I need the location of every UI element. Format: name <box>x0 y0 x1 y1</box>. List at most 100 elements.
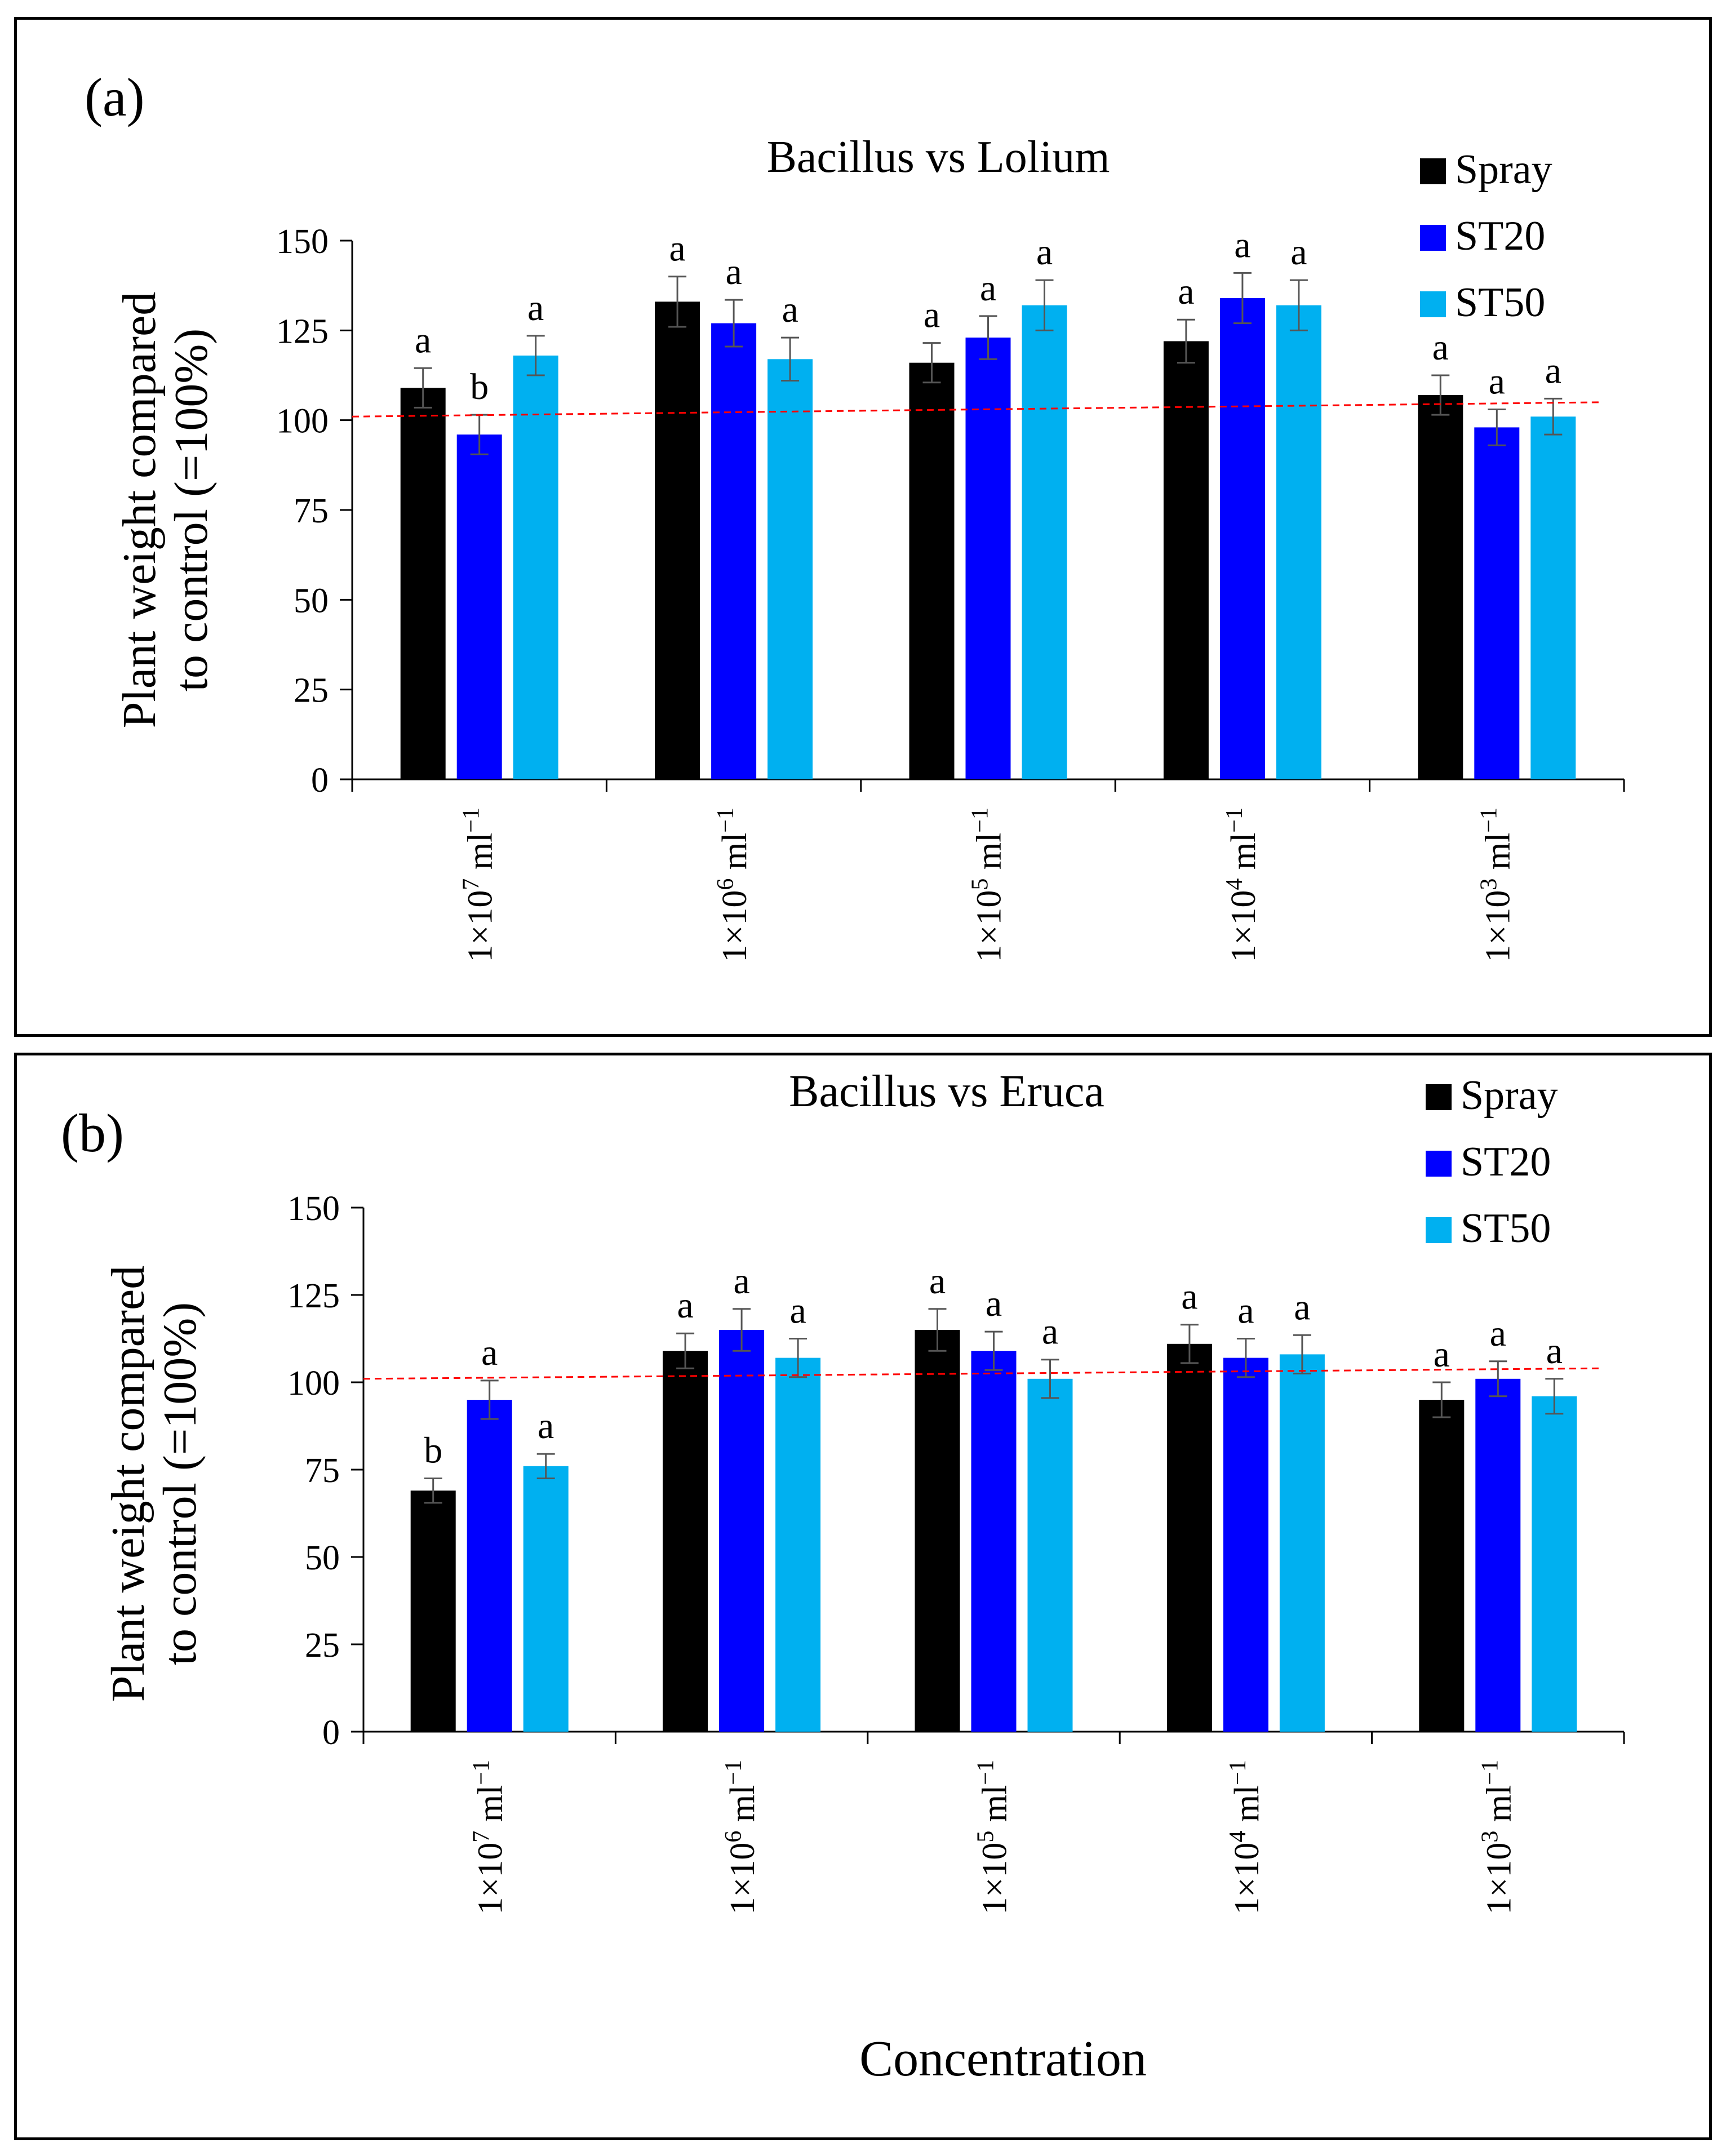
chart-a-x-tick-label-0: 1×107 ml−1 <box>459 808 500 962</box>
chart-a-letter-spray-1: a <box>669 228 685 269</box>
chart-a-bar-spray-3 <box>1163 341 1209 779</box>
chart-b-cat-unit: ml <box>1480 1785 1518 1831</box>
chart-b-cat-base: 1×10 <box>472 1843 510 1915</box>
chart-b-bar-st20-1 <box>719 1330 765 1732</box>
chart-b-cat-unit-exp: −1 <box>1225 1760 1251 1785</box>
chart-a-legend-label-st50: ST50 <box>1455 280 1545 326</box>
chart-a-cat-unit-exp: −1 <box>1476 808 1502 833</box>
chart-a-legend-label-st20: ST20 <box>1455 213 1545 259</box>
chart-b-y-tick-label-5: 125 <box>287 1277 340 1315</box>
chart-a-cat-unit: ml <box>970 833 1009 879</box>
chart-b-cat-unit: ml <box>976 1785 1014 1831</box>
chart-a-y-axis-label: Plant weight compared to control (=100%) <box>113 292 218 728</box>
chart-b-title: Bacillus vs Eruca <box>789 1067 1104 1116</box>
chart-b-legend-swatch-st50 <box>1426 1217 1452 1243</box>
chart-a-cat-unit-exp: −1 <box>1222 808 1248 833</box>
chart-b-bar-st20-0 <box>467 1400 512 1732</box>
chart-b-y-axis-label: Plant weight compared to control (=100%) <box>102 1266 206 1702</box>
chart-b-cat-unit-exp: −1 <box>721 1760 747 1785</box>
chart-a-y-axis-label-line1: Plant weight compared <box>113 292 166 728</box>
chart-b-bar-spray-4 <box>1419 1400 1465 1732</box>
chart-a-cat-base: 1×10 <box>716 890 754 962</box>
chart-a-bar-st20-2 <box>965 338 1011 779</box>
chart-a-bar-st50-3 <box>1276 305 1321 779</box>
chart-b-x-axis-title: Concentration <box>859 2031 1147 2087</box>
chart-b-letter-spray-0: b <box>424 1430 442 1471</box>
chart-a-bar-st50-1 <box>767 359 813 779</box>
chart-b-cat-exp: 6 <box>721 1831 747 1843</box>
chart-b-legend-label-st50: ST50 <box>1461 1205 1551 1252</box>
chart-b-cat-exp: 4 <box>1225 1831 1251 1843</box>
chart-b-letter-st20-3: a <box>1237 1290 1254 1332</box>
chart-b-letter-st50-1: a <box>789 1290 806 1332</box>
chart-a-y-tick-label-5: 125 <box>276 312 329 351</box>
chart-b-bar-st50-3 <box>1279 1354 1325 1732</box>
chart-a-letter-st50-4: a <box>1545 350 1561 391</box>
chart-a-panel-label: (a) <box>85 67 145 127</box>
chart-b-x-tick-label-4: 1×103 ml−1 <box>1477 1760 1518 1915</box>
chart-a-y-tick-label-0: 0 <box>311 761 329 800</box>
chart-a-cat-unit-exp: −1 <box>713 808 739 833</box>
chart-a-cat-base: 1×10 <box>1224 890 1263 962</box>
chart-b-bar-spray-3 <box>1166 1343 1212 1732</box>
chart-b-legend-swatch-spray <box>1426 1084 1452 1110</box>
chart-a-cat-unit-exp: −1 <box>968 808 993 833</box>
chart-b-bar-spray-0 <box>410 1490 456 1732</box>
chart-a-y-tick-label-4: 100 <box>276 402 329 441</box>
chart-b-letter-st20-0: a <box>481 1332 498 1373</box>
chart-b-y-tick-label-6: 150 <box>287 1190 340 1228</box>
chart-b-letter-st50-3: a <box>1294 1286 1310 1328</box>
chart-a-letter-spray-0: a <box>415 320 431 361</box>
chart-a-reference-line <box>352 401 1602 418</box>
chart-b-cat-unit-exp: −1 <box>973 1760 999 1785</box>
chart-a-cat-unit: ml <box>1224 833 1263 879</box>
chart-b-bar-st50-4 <box>1532 1396 1577 1732</box>
chart-a-y-axis-label-line2: to control (=100%) <box>165 329 218 692</box>
chart-a-legend-swatch-st50 <box>1420 291 1446 317</box>
chart-b-bar-st50-0 <box>523 1466 569 1732</box>
chart-a-x-tick-label-3: 1×104 ml−1 <box>1222 808 1263 962</box>
chart-a-x-tick-label-4: 1×103 ml−1 <box>1476 808 1517 962</box>
chart-a-x-tick-label-2: 1×105 ml−1 <box>968 808 1009 962</box>
chart-b-letter-spray-1: a <box>677 1285 693 1326</box>
chart-b-cat-base: 1×10 <box>976 1843 1014 1915</box>
chart-b-cat-unit-exp: −1 <box>469 1760 495 1785</box>
chart-b-y-axis-label-line1: Plant weight compared <box>102 1266 154 1702</box>
chart-b-bar-st20-3 <box>1223 1358 1268 1732</box>
chart-b-y-axis-label-line2: to control (=100%) <box>154 1302 206 1666</box>
chart-b-cat-exp: 7 <box>469 1831 495 1843</box>
chart-b-panel-label: (b) <box>61 1103 124 1163</box>
chart-b-letter-spray-2: a <box>929 1261 946 1302</box>
chart-b-letter-st50-0: a <box>538 1405 554 1447</box>
chart-a-bar-spray-2 <box>909 362 955 779</box>
chart-b-cat-unit-exp: −1 <box>1477 1760 1503 1785</box>
chart-b-letter-spray-4: a <box>1434 1334 1450 1375</box>
chart-b-reference-line <box>363 1367 1602 1380</box>
chart-a-letter-st50-3: a <box>1290 232 1307 273</box>
chart-b-bar-spray-2 <box>915 1330 960 1732</box>
chart-b-legend-swatch-st20 <box>1426 1151 1452 1177</box>
chart-a-y-tick-label-6: 150 <box>276 223 329 261</box>
chart-a-bar-st20-1 <box>711 323 757 779</box>
chart-b-y-tick-label-3: 75 <box>305 1452 340 1490</box>
panel-b: (b) Bacillus vs Eruca Plant weight compare… <box>14 1053 1712 2140</box>
chart-a-cat-unit: ml <box>462 833 500 879</box>
chart-a-letter-st50-2: a <box>1036 232 1053 273</box>
chart-b-letter-st20-2: a <box>986 1283 1002 1324</box>
chart-b-cat-unit: ml <box>472 1785 510 1831</box>
chart-a-bar-spray-0 <box>400 388 446 779</box>
chart-a-cat-base: 1×10 <box>1479 890 1517 962</box>
chart-b-letter-st20-1: a <box>733 1261 749 1302</box>
chart-a-cat-exp: 5 <box>968 879 993 890</box>
chart-b-letter-st50-4: a <box>1546 1330 1563 1372</box>
chart-a-x-tick-label-1: 1×106 ml−1 <box>713 808 754 962</box>
chart-b-legend-label-st20: ST20 <box>1461 1139 1551 1185</box>
chart-a-cat-exp: 7 <box>459 879 485 890</box>
chart-b-cat-unit: ml <box>1228 1785 1266 1831</box>
chart-a-cat-unit: ml <box>716 833 754 879</box>
chart-a-bar-st50-0 <box>513 355 558 779</box>
chart-a-title: Bacillus vs Lolium <box>767 132 1110 182</box>
chart-a-legend-swatch-st20 <box>1420 225 1446 251</box>
chart-a-cat-unit: ml <box>1479 833 1517 879</box>
chart-a-letter-st20-3: a <box>1234 224 1250 265</box>
